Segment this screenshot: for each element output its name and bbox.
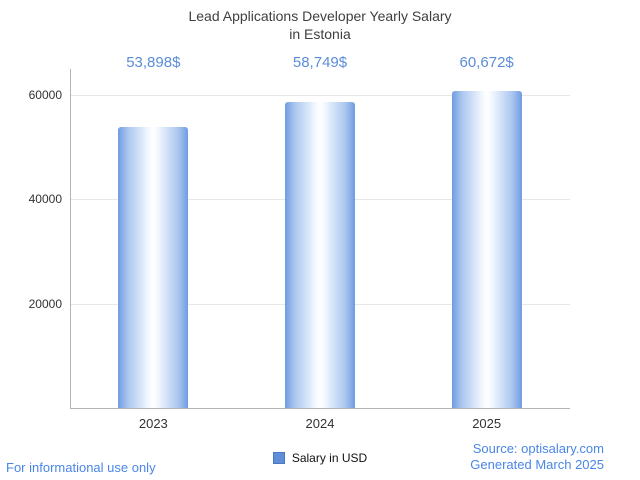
value-label-2023: 53,898$: [126, 54, 181, 71]
value-label-2025: 60,672$: [459, 54, 514, 71]
bar-2024: [285, 102, 355, 408]
value-label-2024: 58,749$: [292, 54, 348, 71]
chart-title-line2: in Estonia: [289, 26, 351, 42]
source-attribution: Source: optisalary.com Generated March 2…: [470, 441, 604, 473]
source-text: Source: optisalary.com: [472, 441, 604, 456]
gridline-60000: [70, 95, 570, 96]
x-axis-label-2023: 2023: [138, 416, 168, 431]
informational-note: For informational use only: [6, 460, 156, 475]
bar-2023: [118, 127, 189, 408]
legend-swatch-icon: [272, 452, 285, 464]
y-axis-tick-60000: 60000: [28, 88, 62, 102]
chart-title: Lead Applications Developer Yearly Salar…: [0, 7, 640, 43]
legend-label: Salary in USD: [291, 451, 368, 465]
bar-2025: [451, 91, 522, 408]
chart-title-line1: Lead Applications Developer Yearly Salar…: [188, 8, 452, 24]
y-axis-line: [70, 69, 71, 408]
chart-legend: Salary in USD: [0, 451, 640, 465]
x-axis-label-2025: 2025: [472, 416, 502, 431]
x-axis-label-2024: 2024: [305, 416, 335, 431]
generated-text: Generated March 2025: [470, 457, 604, 472]
y-axis-tick-40000: 40000: [28, 192, 62, 207]
x-axis-line: [70, 408, 570, 409]
y-axis-tick-20000: 20000: [28, 296, 62, 311]
